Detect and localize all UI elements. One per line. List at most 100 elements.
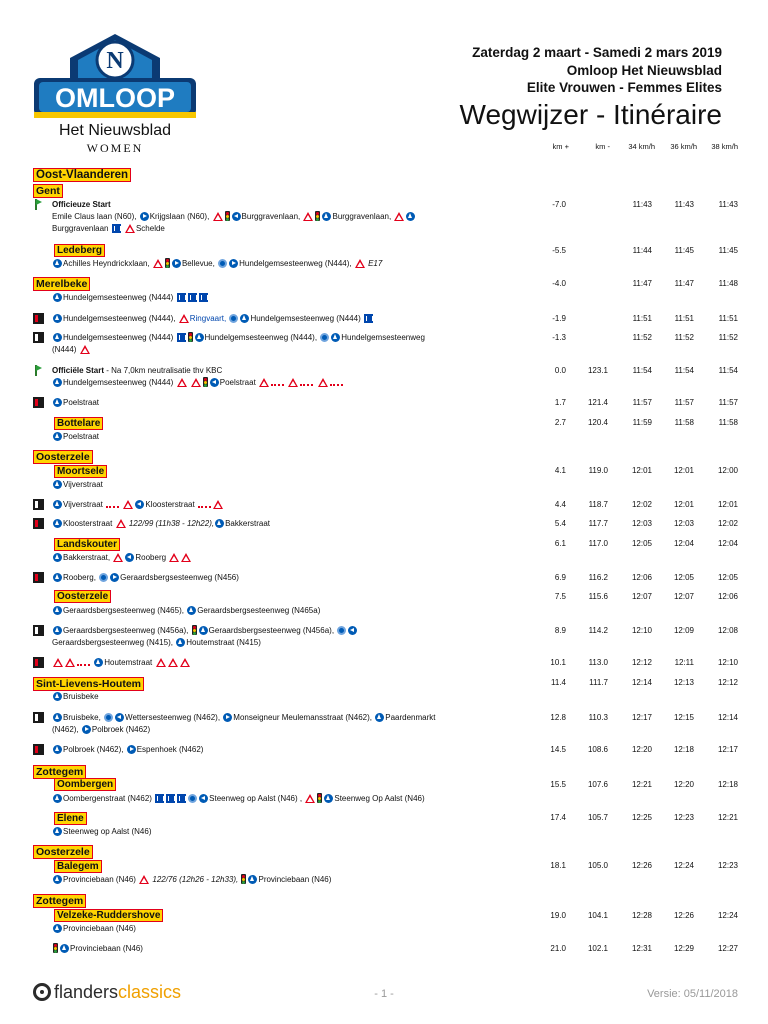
roundabout-icon [337, 626, 347, 635]
time-36: 12:04 [673, 539, 694, 548]
time-38: 12:17 [717, 745, 738, 754]
row-text: Steenweg op Aalst (N46) [63, 827, 152, 836]
row-text: Paardenmarkt [385, 713, 436, 722]
time-38: 12:04 [717, 539, 738, 548]
time-34: 12:01 [631, 466, 652, 475]
time-38: 12:08 [717, 626, 738, 635]
column-headers: km + km - 34 km/h 36 km/h 38 km/h [0, 142, 768, 154]
warning-icon [176, 378, 187, 387]
time-36: 12:07 [673, 592, 694, 601]
turn-left-icon [209, 378, 219, 387]
turn-right-icon [126, 745, 136, 754]
warning-icon [53, 658, 63, 667]
time-36: 12:01 [673, 466, 694, 475]
turn-right-icon [171, 259, 181, 268]
km-plus: 19.0 [550, 911, 566, 920]
km-minus: 119.0 [588, 466, 608, 475]
turn-left-icon [199, 794, 209, 803]
straight-ahead-icon [53, 827, 62, 836]
town-label: Ledeberg [54, 244, 106, 257]
row-text: Houtemstraat (N415) [186, 638, 261, 647]
speed-bump-icon [197, 502, 211, 508]
time-38: 12:00 [717, 466, 738, 475]
straight-ahead-icon [187, 606, 197, 615]
road-narrowing-icon [176, 333, 186, 342]
road-narrowing-icon [187, 293, 197, 302]
speed-bump-icon [329, 380, 343, 386]
straight-ahead-icon [194, 333, 204, 342]
warning-icon [113, 553, 124, 562]
time-38: 12:10 [717, 658, 738, 667]
region-label: Zottegem [33, 894, 87, 908]
straight-ahead-icon [53, 745, 62, 754]
time-34: 12:12 [631, 658, 652, 667]
turn-right-icon [229, 259, 239, 268]
col-34: 34 km/h [628, 142, 655, 151]
km-plus: 12.8 [550, 713, 566, 722]
row-text: Hundelgemsesteenweg (N444) [63, 293, 174, 302]
row-text: Bakkerstraat, [63, 553, 111, 562]
row-text: Houtemstraat [104, 658, 153, 667]
straight-ahead-icon [53, 713, 62, 722]
km-plus: 15.5 [550, 780, 566, 789]
railway-crossing-icon [115, 519, 126, 528]
region-label: Zottegem [33, 765, 87, 779]
flanders-classics-logo: flandersclassics [33, 982, 181, 1003]
roundabout-icon [99, 573, 109, 582]
traffic-light-icon [202, 377, 208, 387]
time-36: 11:52 [674, 333, 694, 342]
straight-ahead-icon [53, 794, 62, 803]
warning-icon [155, 658, 166, 667]
turn-right-icon [223, 713, 233, 722]
straight-ahead-icon [248, 875, 258, 884]
km-minus: 121.4 [587, 398, 608, 407]
time-38: 12:24 [717, 911, 738, 920]
time-38: 11:51 [718, 314, 738, 323]
turn-right-icon [139, 212, 149, 221]
checkpoint-icon [33, 572, 44, 583]
roundabout-icon [229, 314, 239, 323]
warning-icon [123, 500, 134, 509]
time-34: 12:06 [631, 573, 652, 582]
svg-text:N: N [106, 48, 124, 74]
row-text: Steenweg Op Aalst (N46) [334, 794, 425, 803]
km-plus: -1.9 [552, 314, 566, 323]
page-title: Wegwijzer - Itinéraire [459, 99, 722, 130]
km-minus: 116.2 [588, 573, 608, 582]
checkpoint-icon [33, 499, 44, 510]
time-34: 11:47 [632, 279, 652, 288]
warning-icon [178, 314, 189, 323]
checkpoint-icon [33, 744, 44, 755]
km-minus: 115.6 [588, 592, 608, 601]
km-plus: 21.0 [550, 944, 566, 953]
checkpoint-icon [33, 332, 44, 343]
km-minus: 117.7 [588, 519, 608, 528]
checkpoint-icon [33, 712, 44, 723]
km-minus: 117.0 [588, 539, 608, 548]
straight-ahead-icon [331, 333, 341, 342]
row-text: Bellevue, [181, 259, 215, 268]
km-plus: 14.5 [550, 745, 566, 754]
race-date: Zaterdag 2 maart - Samedi 2 mars 2019 [472, 45, 722, 60]
row-text: Geraardsbergsesteenweg (N465), [63, 606, 184, 615]
town-label: Oosterzele [54, 590, 112, 603]
time-36: 12:24 [673, 861, 694, 870]
row-text: (N444) [52, 345, 77, 354]
warning-icon [212, 212, 223, 221]
row-text: Vijverstraat [63, 480, 103, 489]
row-text: Bruisbeke, [63, 713, 101, 722]
road-narrowing-icon [198, 293, 208, 302]
km-plus: 6.9 [554, 573, 566, 582]
svg-text:WOMEN: WOMEN [87, 141, 144, 155]
time-38: 11:54 [718, 366, 738, 375]
straight-ahead-icon [375, 713, 385, 722]
road-narrowing-icon [177, 794, 187, 803]
town-label: Velzeke-Ruddershove [54, 909, 164, 922]
turn-right-icon [81, 725, 91, 734]
time-34: 11:51 [632, 314, 652, 323]
km-minus: 123.1 [587, 366, 608, 375]
town-label: Bottelare [54, 417, 104, 430]
straight-ahead-icon [53, 333, 62, 342]
time-38: 12:21 [717, 813, 738, 822]
row-text: Achilles Heyndrickxlaan, [63, 259, 150, 268]
